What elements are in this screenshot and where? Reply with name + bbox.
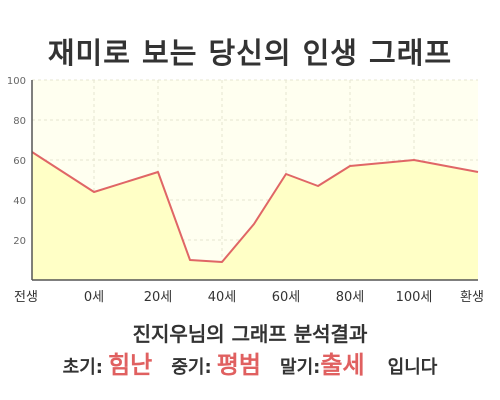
x-tick-label: 20세 bbox=[144, 290, 173, 305]
analysis-subtitle: 진지우님의 그래프 분석결과 bbox=[132, 322, 368, 346]
series-line bbox=[31, 151, 479, 263]
y-tick-label: 20 bbox=[13, 236, 26, 247]
x-tick-label: 80세 bbox=[336, 290, 365, 305]
early-value: 힘난 bbox=[108, 351, 153, 379]
area-fill bbox=[32, 152, 478, 280]
axes bbox=[31, 80, 478, 281]
late-label: 말기: bbox=[280, 357, 321, 378]
analysis-result: 초기: 힘난 중기: 평범 말기:출세 입니다 bbox=[0, 345, 500, 380]
y-tick-label: 100 bbox=[7, 76, 26, 87]
x-tick-label: 60세 bbox=[272, 290, 301, 305]
result-suffix: 입니다 bbox=[387, 357, 438, 378]
x-tick-label: 환생 bbox=[460, 290, 484, 305]
late-value: 출세 bbox=[320, 351, 365, 379]
y-tick-label: 80 bbox=[13, 116, 26, 127]
life-graph-chart: 20 40 60 80 100 전생 0세 20세 40세 60세 80세 100세 환생 bbox=[7, 76, 484, 305]
mid-value: 평범 bbox=[216, 351, 261, 379]
x-tick-label: 100세 bbox=[396, 290, 433, 305]
x-tick-label: 0세 bbox=[84, 290, 104, 305]
x-tick-label: 40세 bbox=[208, 290, 237, 305]
early-label: 초기: bbox=[62, 357, 103, 378]
y-tick-label: 60 bbox=[13, 156, 26, 167]
x-tick-label: 전생 bbox=[14, 290, 38, 305]
y-tick-label: 40 bbox=[13, 196, 26, 207]
mid-label: 중기: bbox=[171, 357, 212, 378]
y-tick-labels: 20 40 60 80 100 bbox=[7, 76, 26, 247]
x-tick-labels: 전생 0세 20세 40세 60세 80세 100세 환생 bbox=[14, 290, 484, 305]
chart-title: 재미로 보는 당신의 인생 그래프 bbox=[47, 36, 453, 70]
